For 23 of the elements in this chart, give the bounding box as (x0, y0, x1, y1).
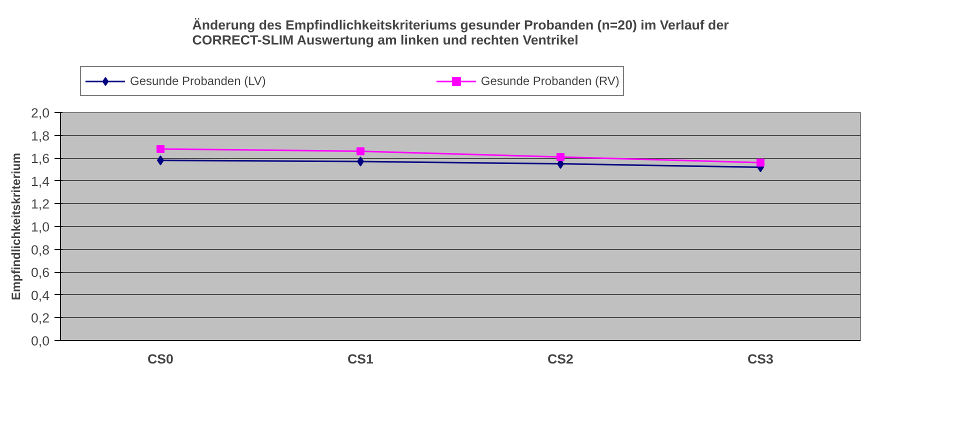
x-tick-label: CS0 (148, 352, 174, 366)
y-tick-label: 1,6 (30, 151, 50, 166)
y-tick-label: 0,4 (30, 288, 50, 303)
y-tick-label: 1,8 (30, 128, 50, 144)
y-tick-label: 0,0 (30, 334, 50, 348)
y-tick-label: 1,0 (30, 220, 50, 234)
x-tick-label: CS2 (548, 352, 574, 366)
y-tick-label: 1,4 (30, 174, 50, 189)
chart-title: Änderung des Empfindlichkeitskriteriums gesunder Probanden (n=20) im Verlauf der CORRECT-SLIM Auswertung am linken und rechten Ventrikel (192, 18, 729, 48)
y-tick-label: 0,6 (30, 265, 50, 280)
y-tick-label: 2,0 (30, 106, 50, 120)
y-axis-title: Empfindlichkeitskriterium (8, 152, 23, 300)
point (356, 147, 364, 156)
legend-label: Gesunde Probanden (RV) (480, 74, 620, 88)
y-tick-label: 0,2 (30, 310, 50, 326)
point (556, 152, 564, 161)
y-tick-label: 1,2 (30, 196, 50, 212)
point (156, 144, 164, 153)
x-tick-label: CS3 (748, 352, 774, 366)
legend-label: Gesunde Probanden (LV) (130, 74, 266, 88)
x-tick-label: CS1 (348, 352, 374, 366)
y-tick-label: 0,8 (30, 242, 50, 258)
point (756, 158, 764, 167)
